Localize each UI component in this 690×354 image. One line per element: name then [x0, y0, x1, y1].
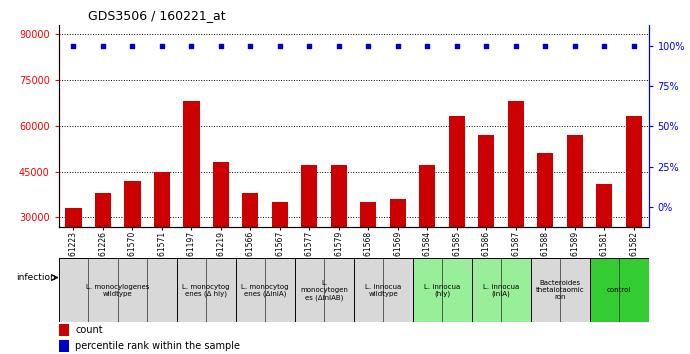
Bar: [124, 181, 141, 309]
Text: Bacteroides
thetaiotaomic
ron: Bacteroides thetaiotaomic ron: [536, 280, 584, 300]
Point: [629, 43, 640, 48]
Bar: [59, 258, 177, 322]
Bar: [589, 258, 649, 322]
Bar: [360, 202, 377, 309]
Bar: [272, 202, 288, 309]
Text: L. innocua
(hly): L. innocua (hly): [424, 284, 460, 297]
Point: [363, 43, 374, 48]
Text: L. innocua
(inlA): L. innocua (inlA): [483, 284, 520, 297]
Text: L. innocua
wildtype: L. innocua wildtype: [365, 284, 402, 297]
Bar: [235, 258, 295, 322]
Text: percentile rank within the sample: percentile rank within the sample: [75, 341, 240, 352]
Bar: [420, 165, 435, 309]
Point: [127, 43, 138, 48]
Bar: [331, 165, 347, 309]
Bar: [390, 199, 406, 309]
Text: L. monocytog
enes (Δ hly): L. monocytog enes (Δ hly): [182, 284, 230, 297]
Point: [511, 43, 522, 48]
Bar: [448, 116, 465, 309]
Point: [157, 43, 168, 48]
Point: [393, 43, 404, 48]
Bar: [508, 101, 524, 309]
Bar: [538, 153, 553, 309]
Bar: [295, 258, 353, 322]
Bar: [59, 340, 69, 353]
Point: [275, 43, 286, 48]
Point: [304, 43, 315, 48]
Point: [245, 43, 256, 48]
Point: [215, 43, 226, 48]
Point: [97, 43, 108, 48]
Bar: [353, 258, 413, 322]
Bar: [184, 101, 199, 309]
Point: [422, 43, 433, 48]
Text: L.
monocytogen
es (ΔinlAB): L. monocytogen es (ΔinlAB): [300, 280, 348, 301]
Bar: [531, 258, 589, 322]
Text: L. monocylogenes
wildtype: L. monocylogenes wildtype: [86, 284, 149, 297]
Point: [333, 43, 344, 48]
Bar: [472, 258, 531, 322]
Bar: [596, 184, 613, 309]
Point: [569, 43, 580, 48]
Text: count: count: [75, 325, 103, 336]
Bar: [478, 135, 495, 309]
Point: [68, 43, 79, 48]
Text: control: control: [607, 287, 631, 293]
Bar: [95, 193, 111, 309]
Point: [540, 43, 551, 48]
Point: [186, 43, 197, 48]
Bar: [66, 208, 81, 309]
Text: GDS3506 / 160221_at: GDS3506 / 160221_at: [88, 9, 226, 22]
Bar: [154, 172, 170, 309]
Bar: [177, 258, 235, 322]
Bar: [413, 258, 472, 322]
Bar: [242, 193, 259, 309]
Point: [481, 43, 492, 48]
Text: L. monocytog
enes (ΔinlA): L. monocytog enes (ΔinlA): [241, 284, 289, 297]
Bar: [213, 162, 229, 309]
Bar: [59, 324, 69, 336]
Point: [599, 43, 610, 48]
Point: [451, 43, 462, 48]
Text: infection: infection: [16, 273, 56, 282]
Bar: [626, 116, 642, 309]
Bar: [566, 135, 583, 309]
Bar: [302, 165, 317, 309]
